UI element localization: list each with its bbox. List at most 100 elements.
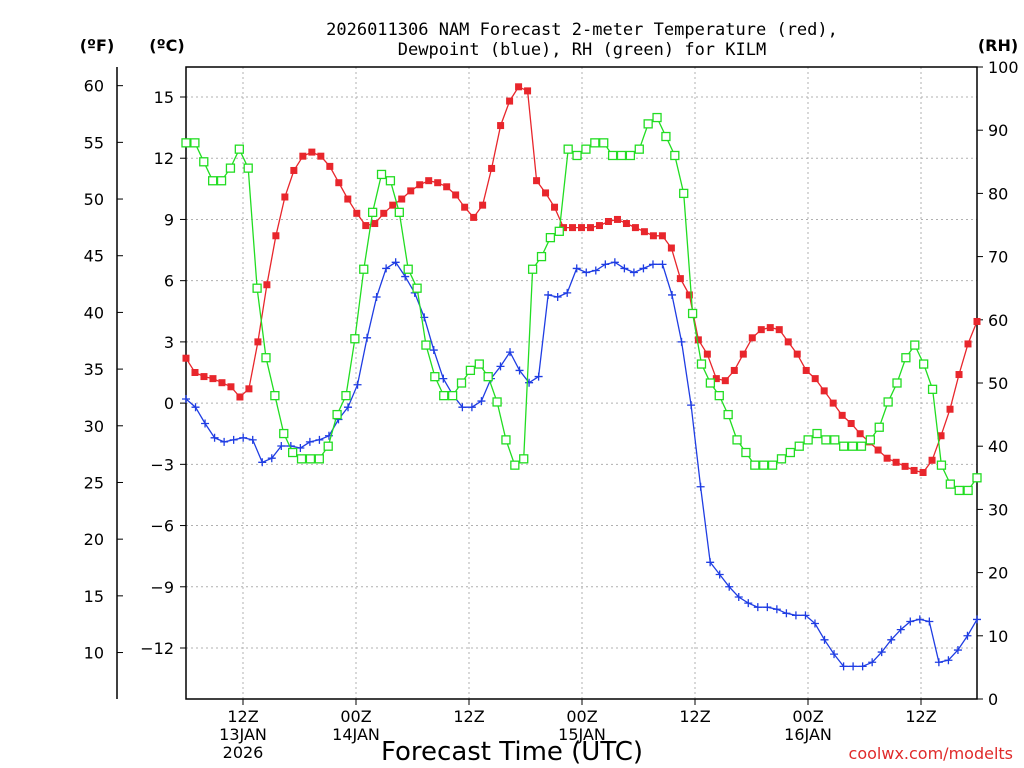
data-point bbox=[542, 189, 550, 197]
data-point bbox=[236, 393, 244, 401]
data-point bbox=[685, 291, 693, 299]
x-axis-title: Forecast Time (UTC) bbox=[381, 737, 643, 767]
data-point bbox=[811, 375, 819, 383]
data-point bbox=[582, 268, 591, 277]
rh-tick-label: 90 bbox=[988, 121, 1008, 140]
data-point bbox=[652, 112, 662, 123]
data-point bbox=[901, 462, 909, 470]
data-point bbox=[510, 460, 520, 470]
x-tick-label: 16JAN bbox=[784, 725, 832, 744]
x-tick-label: 12Z bbox=[905, 707, 936, 726]
x-tick-label: 12Z bbox=[679, 707, 710, 726]
data-point bbox=[245, 385, 253, 393]
tick-labels: 15129630−3−6−9−1260555045403530252015101… bbox=[84, 58, 1019, 762]
data-point bbox=[906, 617, 915, 626]
x-tick-label: 12Z bbox=[227, 707, 258, 726]
data-point bbox=[629, 268, 638, 277]
x-tick-label: 14JAN bbox=[332, 725, 380, 744]
celsius-tick-label: 9 bbox=[164, 210, 174, 229]
data-point bbox=[723, 409, 733, 420]
data-point bbox=[725, 582, 734, 591]
data-point bbox=[296, 454, 307, 464]
data-point bbox=[314, 454, 324, 464]
data-point bbox=[794, 441, 804, 451]
data-point bbox=[290, 166, 298, 174]
data-point bbox=[350, 334, 360, 344]
data-point bbox=[896, 625, 905, 634]
data-point bbox=[696, 359, 707, 369]
data-point bbox=[748, 334, 756, 342]
data-point bbox=[883, 454, 891, 462]
data-point bbox=[515, 366, 524, 375]
data-point bbox=[763, 603, 772, 612]
data-point bbox=[631, 224, 639, 232]
data-point bbox=[677, 337, 686, 346]
data-point bbox=[586, 224, 594, 232]
data-point bbox=[239, 433, 248, 442]
data-point bbox=[613, 215, 621, 223]
x-tick-label: 00Z bbox=[566, 707, 597, 726]
data-point bbox=[791, 611, 800, 620]
data-point bbox=[934, 658, 943, 667]
data-point bbox=[218, 379, 226, 387]
data-point bbox=[474, 359, 484, 369]
data-point bbox=[591, 266, 600, 275]
data-point bbox=[634, 144, 644, 154]
data-point bbox=[620, 264, 629, 273]
data-point bbox=[524, 87, 532, 95]
data-point bbox=[640, 228, 648, 236]
data-point bbox=[706, 558, 715, 567]
data-point bbox=[227, 383, 235, 391]
fahrenheit-tick-label: 25 bbox=[84, 473, 104, 492]
data-point bbox=[353, 209, 361, 217]
data-point bbox=[757, 326, 765, 334]
celsius-units-label: (ºC) bbox=[149, 36, 184, 55]
data-point bbox=[553, 292, 562, 301]
data-point bbox=[429, 346, 438, 355]
data-point bbox=[572, 150, 582, 161]
rh-tick-label: 70 bbox=[988, 248, 1008, 267]
celsius-tick-label: −6 bbox=[150, 517, 174, 536]
data-point bbox=[359, 264, 369, 274]
data-point bbox=[389, 201, 397, 209]
series-dewpoint bbox=[182, 258, 981, 671]
data-point bbox=[497, 122, 505, 130]
data-point bbox=[953, 646, 962, 655]
x-tick-label: 00Z bbox=[792, 707, 823, 726]
data-point bbox=[963, 631, 972, 640]
data-point bbox=[398, 195, 406, 203]
data-point bbox=[341, 390, 351, 401]
data-point bbox=[830, 650, 839, 659]
data-point bbox=[802, 366, 810, 374]
watermark: coolwx.com/modelts bbox=[849, 744, 1013, 763]
data-point bbox=[545, 232, 556, 243]
data-point bbox=[910, 466, 918, 474]
data-series bbox=[181, 83, 982, 671]
data-point bbox=[305, 437, 314, 446]
celsius-tick-label: 15 bbox=[154, 88, 174, 107]
data-point bbox=[892, 378, 902, 388]
data-point bbox=[604, 217, 612, 225]
rh-tick-label: 0 bbox=[988, 690, 998, 709]
fahrenheit-tick-label: 15 bbox=[84, 587, 104, 606]
data-point bbox=[551, 203, 559, 211]
data-point bbox=[181, 138, 191, 148]
data-point bbox=[305, 454, 316, 464]
data-point bbox=[191, 369, 199, 376]
data-point bbox=[191, 403, 200, 412]
data-point bbox=[658, 232, 666, 240]
data-point bbox=[200, 373, 208, 381]
data-point bbox=[201, 419, 210, 428]
data-point bbox=[712, 375, 720, 383]
data-point bbox=[936, 460, 947, 470]
data-point bbox=[467, 403, 476, 412]
data-point bbox=[376, 169, 387, 180]
data-point bbox=[874, 422, 884, 432]
data-point bbox=[288, 447, 298, 458]
fahrenheit-tick-label: 60 bbox=[84, 77, 104, 96]
data-point bbox=[190, 138, 200, 148]
data-point bbox=[955, 371, 963, 379]
data-point bbox=[403, 264, 413, 274]
data-point bbox=[670, 150, 680, 161]
data-point bbox=[839, 441, 849, 451]
